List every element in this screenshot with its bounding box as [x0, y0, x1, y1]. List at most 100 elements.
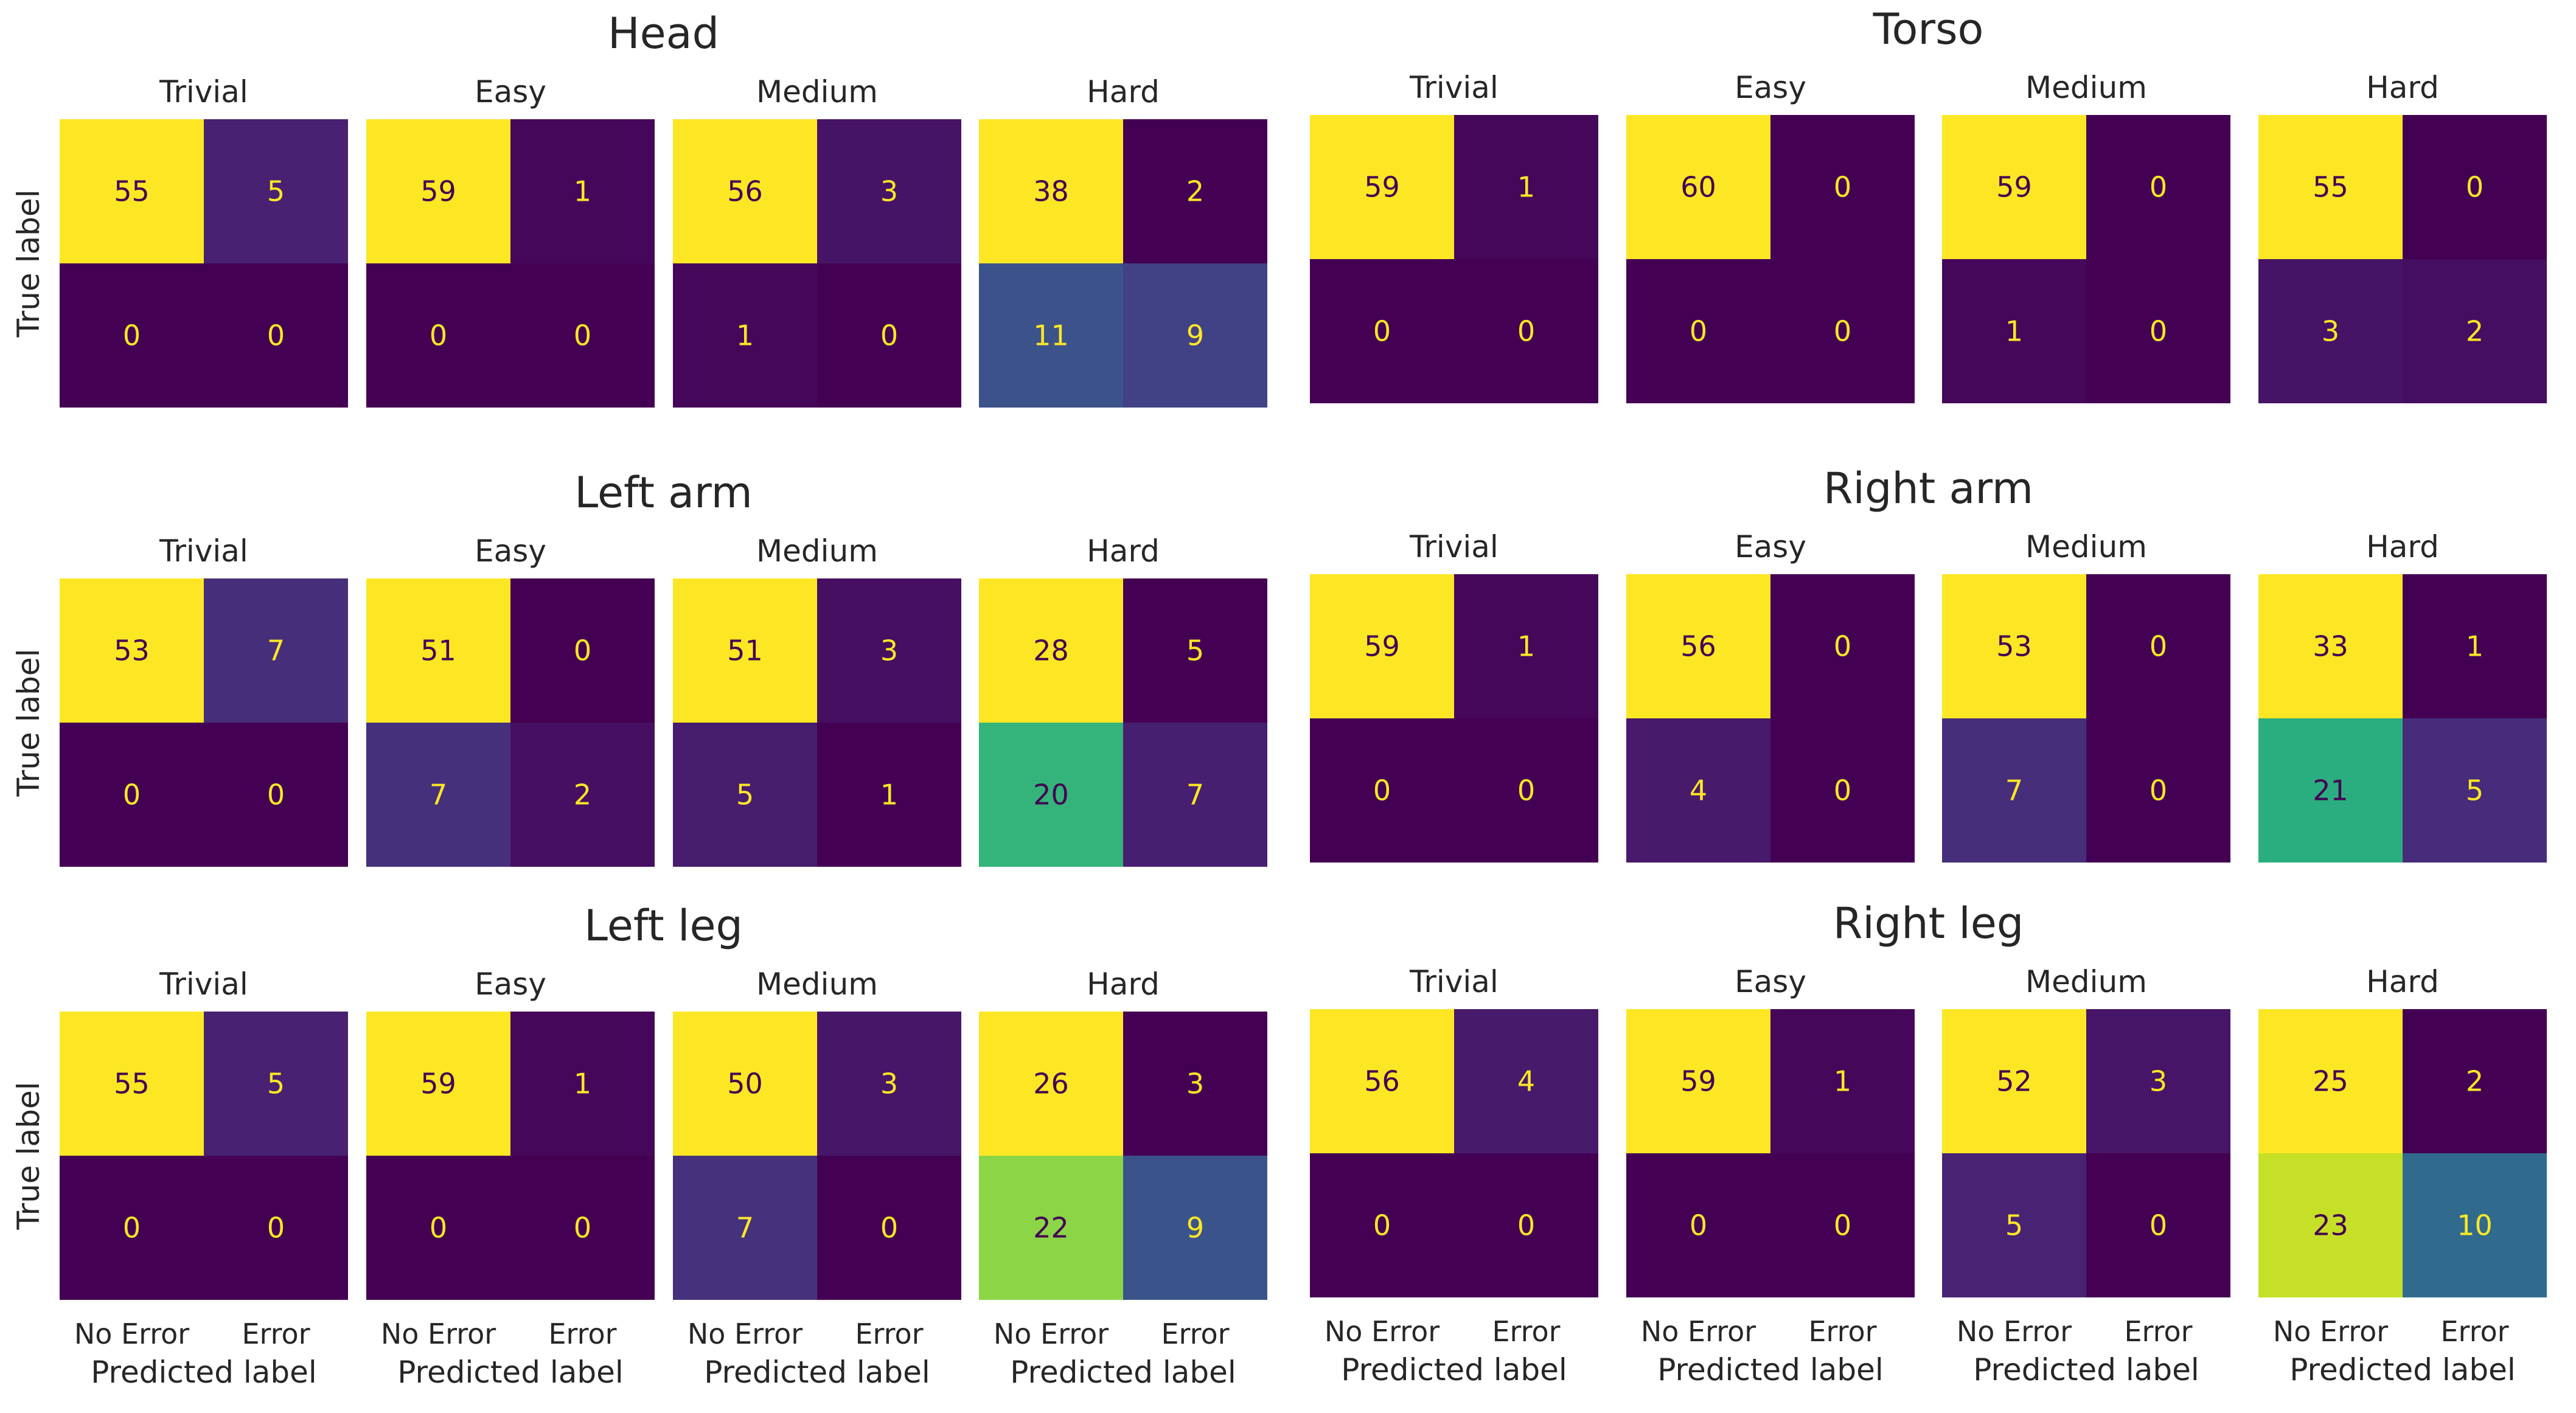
- cell-value: 7: [430, 779, 447, 811]
- cell-value: 3: [880, 1068, 898, 1100]
- cell-value: 1: [2466, 630, 2484, 663]
- matrix-cell: [1770, 574, 1915, 718]
- cell-value: 5: [2005, 1209, 2023, 1242]
- cell-value: 56: [1364, 1065, 1400, 1098]
- matrix-cell: [204, 578, 348, 723]
- cell-value: 7: [267, 634, 285, 667]
- cell-value: 0: [574, 319, 591, 352]
- cell-value: 0: [1834, 1209, 1851, 1242]
- matrix-cell: [60, 723, 204, 867]
- matrix-cell: [2086, 1009, 2230, 1153]
- cell-value: 0: [2150, 1209, 2167, 1242]
- confusion-matrix-easy: Easy 51 0 7 2: [366, 533, 655, 867]
- matrix-cell: [1942, 1153, 2086, 1297]
- difficulty-label: Easy: [475, 533, 546, 569]
- x-tick-label: No Error: [1325, 1315, 1439, 1348]
- matrix-cell: [673, 578, 817, 723]
- cell-value: 0: [880, 1212, 898, 1245]
- matrix-cell: [204, 1156, 348, 1300]
- panel-title: Torso: [1873, 4, 1984, 54]
- matrix-cell: [1454, 259, 1598, 403]
- cell-value: 3: [1186, 1068, 1204, 1100]
- cell-value: 0: [1834, 315, 1851, 348]
- difficulty-label: Trivial: [1409, 964, 1499, 999]
- cell-value: 25: [2313, 1065, 2348, 1098]
- matrix-cell: [1310, 1153, 1454, 1297]
- matrix-cell: [1942, 1009, 2086, 1153]
- x-tick-label: Error: [548, 1318, 616, 1350]
- x-tick-label: No Error: [1957, 1315, 2072, 1348]
- matrix-cell: [2086, 574, 2230, 718]
- difficulty-label: Hard: [1087, 74, 1160, 109]
- matrix-cell: [2403, 1009, 2547, 1153]
- confusion-matrix-hard: Hard 25 2 23 10 No Error Error Predicted label: [2258, 964, 2547, 1387]
- matrix-cell: [817, 263, 961, 408]
- matrix-cell: [1626, 259, 1770, 403]
- x-axis-label: Predicted label: [704, 1355, 930, 1390]
- cell-value: 4: [1690, 774, 1707, 807]
- matrix-cell: [366, 1156, 510, 1300]
- matrix-cell: [1454, 718, 1598, 863]
- cell-value: 38: [1033, 175, 1069, 208]
- cell-value: 33: [2313, 630, 2348, 663]
- cell-value: 1: [574, 175, 591, 208]
- matrix-cell: [2258, 574, 2403, 718]
- cell-value: 1: [2005, 315, 2023, 348]
- matrix-cell: [1942, 574, 2086, 718]
- matrix-cell: [673, 1012, 817, 1156]
- confusion-matrix-easy: Easy 59 1 0 0 No Error Error Predicted label: [1626, 964, 1915, 1387]
- matrix-cell: [1770, 1153, 1915, 1297]
- matrix-cell: [1123, 1156, 1267, 1300]
- matrix-cell: [979, 119, 1123, 263]
- matrix-cell: [510, 263, 655, 408]
- cell-value: 21: [2313, 774, 2348, 807]
- cell-value: 2: [2466, 315, 2484, 348]
- difficulty-label: Medium: [756, 967, 878, 1002]
- matrix-cell: [60, 263, 204, 408]
- matrix-cell: [979, 263, 1123, 408]
- x-axis-label: Predicted label: [1341, 1352, 1567, 1387]
- matrix-cell: [2086, 259, 2230, 403]
- matrix-cell: [1770, 1009, 1915, 1153]
- x-tick-label: No Error: [74, 1318, 189, 1350]
- matrix-cell: [979, 1156, 1123, 1300]
- matrix-cell: [1310, 1009, 1454, 1153]
- cell-value: 1: [1834, 1065, 1851, 1098]
- panel-title: Left arm: [574, 468, 753, 518]
- x-tick-label: No Error: [994, 1318, 1109, 1350]
- cell-value: 9: [1186, 319, 1204, 352]
- cell-value: 5: [2466, 774, 2484, 807]
- panel-title: Head: [608, 9, 719, 58]
- difficulty-label: Easy: [1735, 529, 1806, 564]
- matrix-cell: [817, 1012, 961, 1156]
- confusion-matrix-hard: Hard 26 3 22 9 No Error Error Predicted label: [979, 967, 1267, 1390]
- cell-value: 4: [1517, 1065, 1535, 1098]
- cell-value: 1: [736, 319, 754, 352]
- matrix-cell: [2086, 718, 2230, 863]
- confusion-matrix-easy: Easy 60 0 0 0: [1626, 70, 1915, 403]
- difficulty-label: Hard: [2366, 964, 2439, 999]
- matrix-cell: [817, 119, 961, 263]
- cell-value: 55: [2313, 171, 2348, 204]
- difficulty-label: Trivial: [1409, 529, 1499, 564]
- matrix-cell: [673, 723, 817, 867]
- cell-value: 7: [2005, 774, 2023, 807]
- matrix-cell: [673, 263, 817, 408]
- cell-value: 0: [267, 1212, 285, 1245]
- cell-value: 0: [123, 779, 141, 811]
- cell-value: 0: [1690, 1209, 1707, 1242]
- difficulty-label: Medium: [756, 533, 878, 569]
- x-tick-label: No Error: [688, 1318, 802, 1350]
- matrix-cell: [366, 578, 510, 723]
- cell-value: 5: [736, 779, 754, 811]
- x-axis-label: Predicted label: [91, 1355, 317, 1390]
- difficulty-label: Trivial: [159, 533, 248, 569]
- cell-value: 1: [574, 1068, 591, 1100]
- cell-value: 56: [727, 175, 763, 208]
- x-axis-label: Predicted label: [1010, 1355, 1236, 1390]
- matrix-cell: [817, 1156, 961, 1300]
